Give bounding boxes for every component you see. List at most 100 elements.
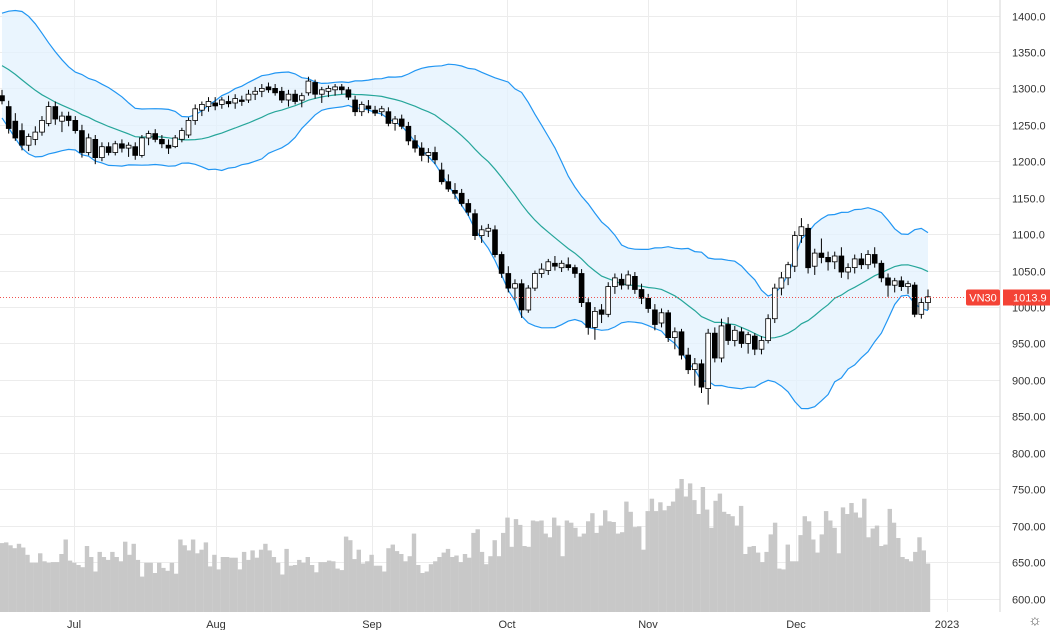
volume-bar [220, 557, 226, 612]
volume-bar [233, 557, 238, 612]
volume-bar [887, 508, 892, 612]
candle-down [585, 302, 591, 328]
candle-up [625, 274, 631, 286]
candle-up [705, 332, 711, 390]
volume-bar [365, 561, 370, 612]
volume-bar [441, 552, 446, 612]
volume-bar [569, 522, 574, 612]
volume-bar [620, 532, 625, 612]
volume-bar [275, 562, 281, 612]
volume-bar [513, 519, 519, 612]
volume-bar [246, 559, 251, 612]
bollinger-bands [1, 9, 929, 410]
volume-bar [573, 527, 578, 612]
volume-bar [734, 525, 740, 612]
candle-down [345, 89, 352, 98]
candle-down [418, 147, 425, 156]
volume-bar [411, 533, 417, 612]
candle-up [792, 235, 798, 267]
volume-bar [862, 498, 867, 612]
volume-bar [900, 557, 905, 612]
candle-up [831, 255, 838, 263]
volume-bar [853, 512, 858, 612]
candle-up [905, 283, 911, 288]
gear-icon[interactable]: ☼ [1028, 612, 1042, 629]
volume-bar [683, 496, 689, 612]
candle-down [212, 102, 219, 107]
candle-down [372, 109, 378, 114]
volume-bar [896, 538, 901, 612]
candle-down [225, 101, 232, 105]
volume-bar [190, 539, 196, 612]
volume-bar [182, 545, 187, 612]
volume-bar [127, 554, 132, 612]
volume-bar [556, 525, 561, 612]
candle-up [172, 137, 179, 147]
volume-bar [12, 548, 17, 612]
volume-bar [721, 511, 727, 612]
volume-bar [114, 557, 119, 612]
candle-down [752, 335, 758, 350]
volume-bar [484, 564, 489, 612]
candle-down [105, 146, 112, 153]
candle-up [785, 264, 791, 279]
volume-bar [666, 505, 672, 612]
candle-down [0, 95, 5, 102]
volume-bar [645, 511, 650, 612]
candle-up [305, 80, 312, 94]
candle-up [732, 329, 738, 341]
volume-bar [836, 553, 841, 612]
volume-bar [89, 557, 94, 612]
volume-bar [369, 554, 374, 612]
volume-bar [870, 528, 875, 612]
volume-bar [539, 520, 544, 612]
x-tick-label: Sep [362, 619, 382, 630]
candle-up [192, 108, 199, 121]
volume-bar [535, 521, 540, 612]
candle-down [92, 138, 99, 158]
candle-down [638, 289, 645, 299]
candle-down [885, 277, 891, 286]
volume-bar [309, 565, 315, 612]
volume-bar [152, 573, 158, 612]
y-tick-label: 1250.0 [1012, 121, 1046, 133]
volume-bar [743, 554, 748, 612]
candle-down [818, 252, 825, 258]
candle-down [432, 152, 438, 161]
volume-bar [577, 536, 582, 612]
volume-bar [904, 559, 909, 612]
volume-bar [781, 569, 786, 612]
volume-bar [314, 572, 319, 612]
volume-bar [755, 552, 761, 612]
volume-bar [658, 502, 663, 612]
candle-down [238, 99, 245, 102]
volume-bar [492, 540, 497, 612]
volume-bar [518, 524, 523, 612]
volume-bar [653, 511, 659, 612]
candle-down [645, 297, 651, 309]
x-tick-label: Dec [786, 619, 806, 630]
candle-down [265, 86, 272, 91]
volume-bar [288, 565, 293, 612]
volume-bar [348, 540, 353, 612]
y-tick-label: 950.00 [1012, 339, 1046, 351]
volume-bar [297, 559, 302, 612]
volume-bar [212, 554, 217, 612]
volume-bar [377, 565, 383, 612]
price-tag-symbol: VN30 [969, 293, 997, 305]
volume-bar [106, 559, 111, 612]
x-axis[interactable]: Jul Aug Sep Oct Nov Dec 2023 [67, 619, 959, 631]
volume-bar [118, 561, 124, 612]
volume-bar [326, 560, 332, 612]
candle-up [218, 99, 225, 105]
y-tick-label: 750.00 [1012, 485, 1046, 497]
volume-bar [845, 514, 850, 612]
candle-up [99, 146, 105, 158]
volume-bar [399, 554, 404, 612]
y-axis[interactable]: 1400.0 1350.0 1300.0 1250.0 1200.0 1150.0 1100… [999, 0, 1046, 612]
candle-down [5, 106, 12, 129]
volume-bar [738, 505, 744, 612]
candle-up [525, 287, 532, 311]
